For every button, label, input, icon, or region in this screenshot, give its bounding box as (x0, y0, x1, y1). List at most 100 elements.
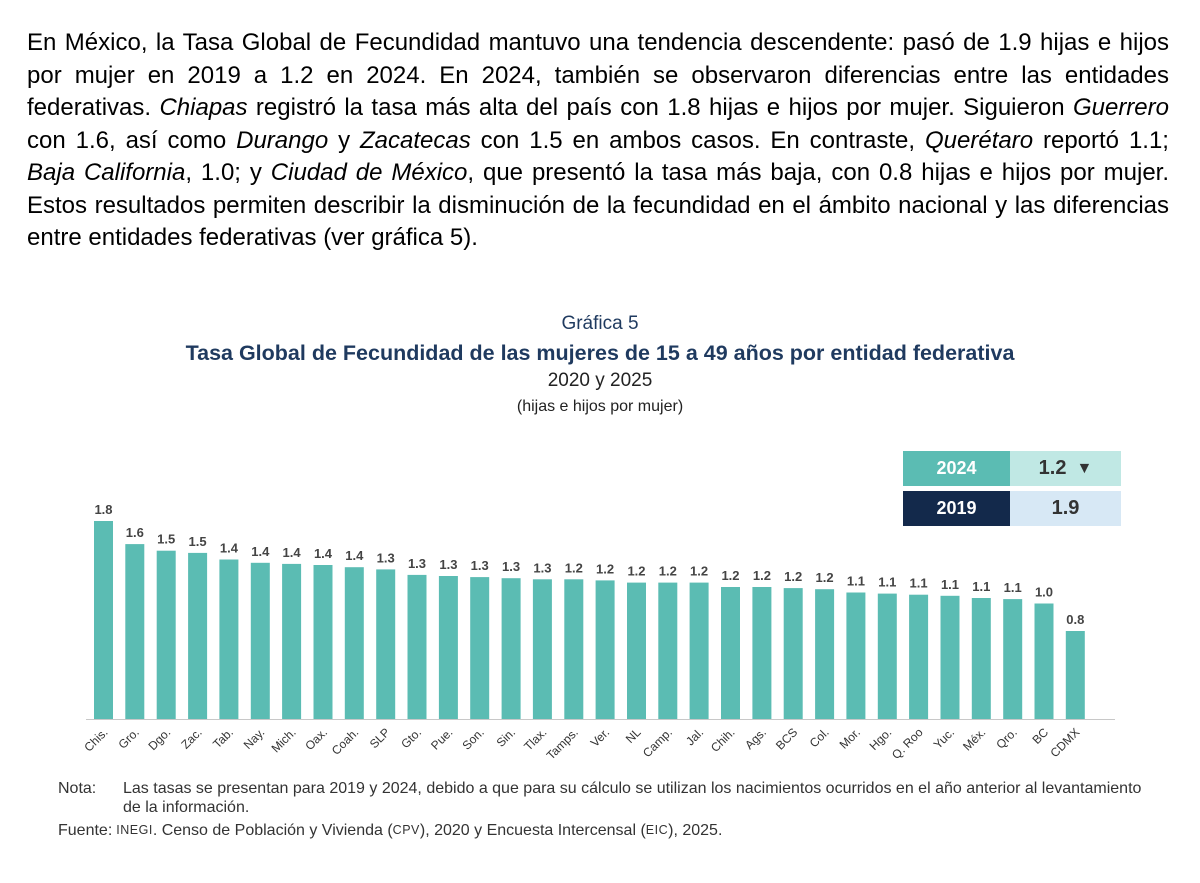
bar-12 (470, 577, 490, 719)
x-tick-label: Gro. (116, 725, 142, 751)
source-inegi: INEGI (116, 823, 153, 837)
bar-chart: 1.8 Chis. 1.6 Gro. 1.5 Dgo. 1.5 Zac. 1.4 Tab. 1.4 N… (81, 502, 1115, 762)
x-tick-label: SLP (367, 725, 393, 751)
x-tick-label: NL (623, 725, 644, 746)
bar-value-label: 1.2 (565, 560, 583, 575)
x-tick-label: Nay. (241, 725, 268, 752)
x-tick-label: Son. (459, 725, 486, 752)
bar-value-label: 1.5 (157, 532, 175, 547)
paragraph-text: En México, la Tasa Global de Fecundidad … (27, 29, 1169, 121)
state-name-baja-california: Baja California (27, 159, 186, 186)
paragraph-text: registró la tasa más alta del país con 1… (247, 94, 1073, 121)
x-tick-label: CDMX (1048, 725, 1083, 760)
state-name-zacatecas: Zacatecas (360, 126, 471, 154)
source-cpv: CPV (392, 823, 420, 837)
bar-value-label: 1.3 (533, 560, 551, 575)
bar-value-label: 1.4 (314, 546, 333, 561)
bar-value-label: 1.4 (251, 544, 270, 559)
bar-0 (94, 521, 113, 719)
bar-26 (909, 594, 929, 719)
x-tick-label: Oax. (302, 725, 330, 753)
x-tick-label: Sin. (494, 725, 519, 750)
bar-value-label: 1.2 (816, 570, 834, 585)
bar-value-label: 1.3 (377, 550, 395, 565)
bar-value-label: 1.0 (1035, 585, 1053, 600)
bar-5 (250, 562, 270, 719)
bar-value-label: 1.1 (1004, 580, 1022, 595)
bar-30 (1034, 603, 1054, 719)
x-tick-label: Chis. (81, 725, 110, 754)
state-name-cdmx: Ciudad de México (270, 159, 468, 186)
paragraph-text: y (328, 126, 361, 154)
x-tick-label: Pue. (428, 725, 455, 752)
bar-value-label: 1.3 (408, 556, 426, 571)
x-tick-label: Zac. (178, 725, 204, 751)
note-label: Nota: (58, 780, 97, 797)
x-tick-label: Tab. (210, 725, 236, 751)
source-eic: EIC (645, 823, 669, 837)
state-name-queretaro: Querétaro (925, 126, 1034, 154)
x-tick-label: Mich. (269, 725, 299, 755)
paragraph-text: reportó 1.1; (1033, 126, 1169, 154)
x-tick-label: Ags. (742, 725, 769, 752)
bar-22 (783, 588, 803, 719)
x-tick-label: BCS (773, 725, 800, 752)
state-name-guerrero: Guerrero (1072, 94, 1169, 121)
bar-15 (564, 579, 584, 719)
bar-3 (188, 552, 208, 719)
x-tick-label: Hgo. (867, 725, 895, 753)
body-paragraph: En México, la Tasa Global de Fecundidad … (27, 27, 1169, 255)
bar-value-label: 1.8 (94, 502, 112, 517)
bar-10 (407, 574, 427, 719)
paragraph-text: con 1.6, así como (27, 126, 237, 154)
bar-17 (627, 582, 646, 719)
bar-value-label: 1.2 (596, 561, 614, 576)
paragraph-text: , 1.0; y (185, 159, 271, 186)
bar-value-label: 1.4 (345, 548, 364, 563)
x-tick-label: Gto. (398, 725, 424, 751)
x-tick-label: Jal. (683, 725, 706, 748)
bar-value-label: 1.5 (189, 534, 207, 549)
x-tick-label: Mor. (837, 725, 863, 751)
bar-value-label: 1.4 (220, 541, 239, 556)
x-tick-label: Tlax. (521, 725, 549, 753)
x-tick-label: Col. (807, 725, 832, 750)
bars-group: 1.8 Chis. 1.6 Gro. 1.5 Dgo. 1.5 Zac. 1.4 Tab. 1.4 N… (81, 502, 1085, 762)
bar-27 (940, 595, 960, 719)
bar-11 (438, 576, 458, 719)
legend-current-year: 2024 (903, 451, 1010, 486)
paragraph-text: con 1.5 en ambos casos. En contraste, (470, 126, 925, 154)
down-arrow-icon: ▼ (1076, 459, 1093, 477)
bar-value-label: 1.2 (721, 568, 739, 583)
bar-29 (1003, 599, 1023, 719)
source-text: ), 2020 y Encuesta Intercensal ( (419, 822, 646, 839)
bar-13 (501, 578, 521, 719)
bar-value-label: 1.2 (690, 564, 708, 579)
source-row: Fuente: INEGI. Censo de Población y Vivie… (58, 821, 1158, 840)
bar-value-label: 1.2 (627, 564, 645, 579)
note-row: Nota: Las tasas se presentan para 2019 y… (58, 779, 1158, 817)
national-rate-legend: 2024 1.2 ▼ 2019 1.9 (903, 451, 1121, 531)
bar-31 (1065, 631, 1085, 719)
bar-value-label: 1.1 (847, 574, 865, 589)
bar-25 (877, 593, 897, 719)
bar-value-label: 1.2 (784, 569, 802, 584)
note-text: Las tasas se presentan para 2019 y 2024,… (123, 780, 1142, 816)
source-text: . Censo de Población y Vivienda ( (152, 822, 393, 839)
chart-units: (hijas e hijos por mujer) (516, 398, 684, 415)
chart-title: Tasa Global de Fecundidad de las mujeres… (185, 341, 1015, 365)
x-tick-label: Q. Roo (889, 725, 926, 762)
x-tick-label: Camp. (640, 725, 675, 760)
legend-current-value-cell: 1.2 ▼ (1010, 451, 1121, 486)
bar-6 (282, 563, 302, 719)
paragraph-text: , que presentó la tasa más baja, con 0.8… (27, 159, 1170, 251)
bar-4 (219, 559, 239, 719)
bar-14 (532, 579, 552, 719)
bar-7 (313, 565, 333, 719)
x-tick-label: Yuc. (931, 725, 957, 751)
bar-23 (815, 589, 835, 719)
bar-value-label: 1.1 (910, 576, 928, 591)
bar-value-label: 1.3 (502, 559, 520, 574)
source-label: Fuente: (58, 822, 113, 839)
source-text: ), 2025. (668, 822, 723, 839)
